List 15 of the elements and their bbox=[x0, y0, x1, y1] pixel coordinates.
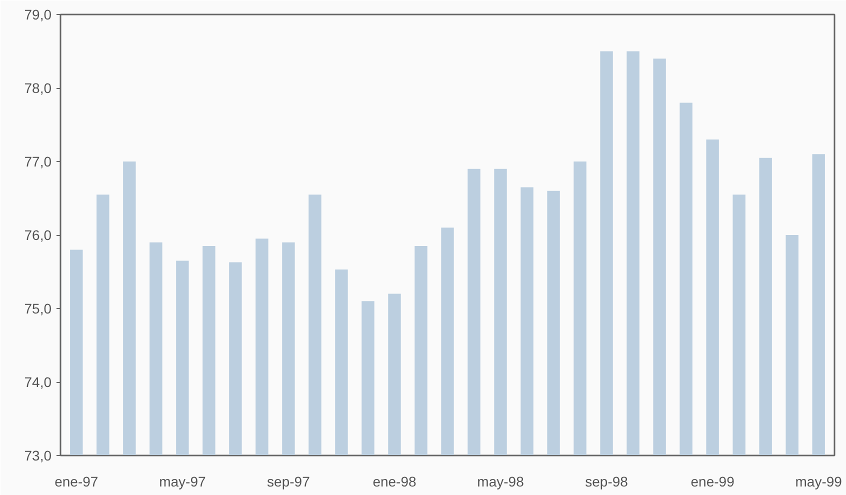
y-tick-label: 73,0 bbox=[24, 448, 52, 464]
y-tick-label: 77,0 bbox=[24, 154, 52, 170]
x-tick-label: ene-98 bbox=[372, 474, 416, 490]
x-tick-label: may-98 bbox=[477, 474, 524, 490]
x-tick-label: sep-97 bbox=[267, 474, 310, 490]
x-tick-label: may-97 bbox=[159, 474, 206, 490]
x-tick-label: ene-97 bbox=[54, 474, 98, 490]
y-tick-label: 74,0 bbox=[24, 374, 52, 390]
y-tick-label: 75,0 bbox=[24, 300, 52, 316]
x-tick-label: sep-98 bbox=[585, 474, 628, 490]
y-tick-label: 76,0 bbox=[24, 227, 52, 243]
y-tick-label: 78,0 bbox=[24, 80, 52, 96]
x-tick-label: may-99 bbox=[795, 474, 842, 490]
y-tick-label: 79,0 bbox=[24, 6, 52, 22]
x-tick-label: ene-99 bbox=[690, 474, 735, 490]
